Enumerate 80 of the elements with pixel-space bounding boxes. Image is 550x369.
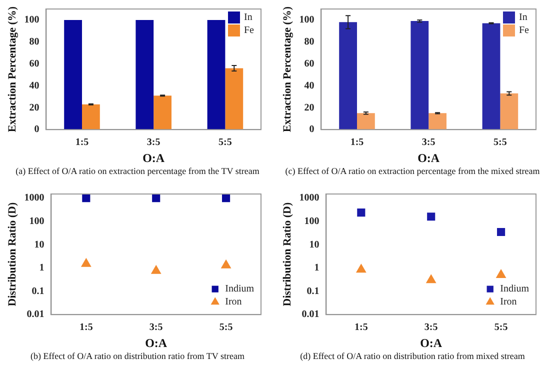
- bar: [154, 96, 172, 130]
- y-axis-title: Extraction Percentage (%): [281, 6, 294, 132]
- y-tick-label: 0.1: [32, 286, 44, 297]
- legend-label: Indium: [500, 284, 530, 295]
- point: [82, 194, 90, 202]
- y-tick-label: 10: [34, 239, 44, 250]
- y-tick-label: 60: [304, 58, 314, 70]
- y-tick-label: 10: [309, 239, 320, 250]
- point: [426, 274, 436, 284]
- x-axis-title: O:A: [418, 150, 440, 165]
- point: [357, 208, 366, 217]
- bar: [357, 113, 375, 130]
- legend-label: Fe: [244, 25, 255, 36]
- y-tick-label: 100: [304, 216, 320, 227]
- bar: [500, 93, 518, 130]
- point: [152, 194, 160, 202]
- x-tick-label: 1:5: [354, 322, 368, 334]
- x-tick-label: 1:5: [75, 137, 89, 148]
- y-axis-title: Distribution Ratio (D): [6, 202, 18, 306]
- x-tick-label: 3:5: [424, 322, 438, 334]
- legend-label: In: [519, 12, 528, 24]
- bar: [339, 22, 357, 130]
- x-tick-label: 1:5: [350, 137, 364, 148]
- x-tick-label: 5:5: [219, 322, 233, 334]
- y-tick-label: 0.01: [26, 309, 44, 320]
- text: (d) Effect of O/A ratio on distribution ratio from mixed stream: [299, 351, 526, 361]
- legend-label: Iron: [500, 296, 517, 308]
- y-tick-label: 100: [29, 216, 44, 227]
- legend-label: In: [244, 12, 252, 24]
- legend-label: Indium: [225, 284, 254, 295]
- bar: [410, 21, 429, 130]
- legend-label: Iron: [225, 296, 242, 308]
- y-tick-label: 60: [29, 58, 40, 70]
- x-axis-title: O:A: [420, 336, 442, 350]
- y-tick-label: 100: [24, 14, 40, 26]
- point: [427, 212, 436, 221]
- y-tick-label: 0: [309, 124, 314, 136]
- text: (c) Effect of O/A ratio on extraction percentage from the mixed stream: [284, 166, 541, 176]
- y-tick-label: 0: [34, 124, 40, 136]
- y-tick-label: 1000: [24, 192, 44, 204]
- point: [81, 258, 91, 267]
- y-tick-label: 1000: [299, 192, 320, 204]
- x-tick-label: 3:5: [149, 322, 163, 334]
- x-tick-label: 3:5: [146, 137, 160, 148]
- legend-label: Fe: [519, 25, 530, 36]
- bar: [482, 23, 500, 130]
- x-tick-label: 1:5: [79, 322, 93, 334]
- y-axis-title: Distribution Ratio (D): [281, 202, 294, 306]
- text: (b) Effect of O/A ratio on distribution ratio from TV stream: [30, 351, 246, 361]
- y-tick-label: 100: [299, 14, 314, 26]
- point: [496, 270, 506, 278]
- x-axis-title: O:A: [145, 336, 168, 350]
- point: [497, 228, 506, 236]
- bar: [82, 104, 100, 130]
- bar: [207, 20, 226, 130]
- y-tick-label: 40: [29, 80, 40, 92]
- point: [151, 265, 161, 274]
- x-tick-label: 5:5: [494, 322, 508, 334]
- y-axis-title: Extraction Percentage (%): [6, 6, 18, 132]
- y-tick-label: 0.01: [302, 309, 320, 320]
- x-tick-label: 5:5: [218, 137, 232, 148]
- bar: [428, 113, 446, 130]
- y-tick-label: 80: [29, 36, 40, 48]
- text: (a) Effect of O/A ratio on extraction percentage from the TV stream: [14, 166, 260, 176]
- bar: [136, 20, 154, 130]
- y-tick-label: 40: [304, 80, 314, 92]
- y-tick-label: 20: [304, 102, 314, 114]
- y-tick-label: 80: [304, 36, 314, 48]
- bar: [225, 68, 244, 130]
- point: [221, 260, 231, 268]
- x-tick-label: 3:5: [422, 137, 436, 148]
- y-tick-label: 1: [314, 262, 320, 274]
- point: [356, 264, 366, 273]
- point: [222, 194, 230, 202]
- y-tick-label: 1: [39, 262, 44, 274]
- y-tick-label: 20: [29, 102, 40, 114]
- bar: [64, 20, 82, 130]
- x-axis-title: O:A: [142, 150, 165, 165]
- y-tick-label: 0.1: [306, 286, 320, 297]
- x-tick-label: 5:5: [494, 137, 507, 148]
